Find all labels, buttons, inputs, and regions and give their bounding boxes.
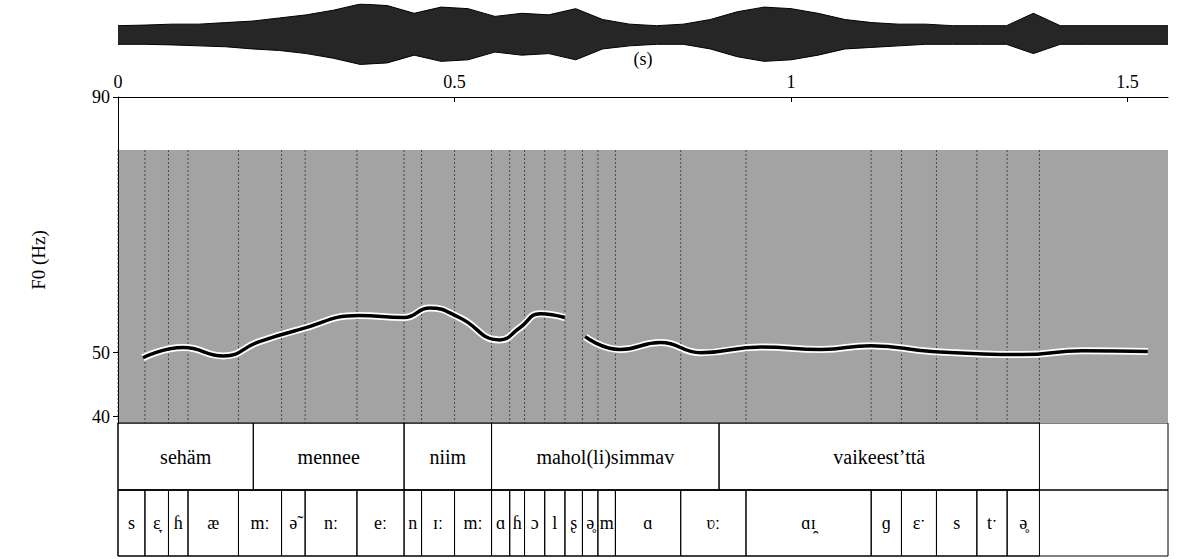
svg-text:niim: niim (429, 446, 466, 468)
svg-text:(s): (s) (634, 49, 653, 70)
svg-text:90: 90 (92, 87, 110, 107)
svg-text:ɑɪ̯: ɑɪ̯ (801, 513, 818, 534)
svg-text:ɦ: ɦ (513, 513, 522, 533)
svg-text:eː: eː (374, 513, 387, 533)
svg-text:mennee: mennee (298, 446, 360, 468)
svg-text:ɛˑ: ɛˑ (913, 513, 926, 533)
svg-text:0.5: 0.5 (443, 72, 466, 92)
svg-text:sehäm: sehäm (160, 446, 212, 468)
svg-text:F0 (Hz): F0 (Hz) (28, 230, 50, 290)
svg-text:1: 1 (787, 72, 796, 92)
svg-text:ʋː: ʋː (707, 513, 720, 533)
svg-text:vaikeest’ttä: vaikeest’ttä (833, 446, 925, 468)
svg-text:ɔ: ɔ (531, 513, 539, 533)
svg-text:s: s (953, 513, 960, 533)
svg-text:ɑ: ɑ (496, 513, 505, 533)
svg-text:ɡ: ɡ (882, 513, 891, 533)
svg-text:m: m (600, 513, 614, 533)
svg-text:40: 40 (92, 407, 110, 427)
svg-text:ɛ̞: ɛ̞ (153, 513, 163, 534)
svg-text:ə̥: ə̥ (586, 513, 596, 533)
svg-text:50: 50 (92, 343, 110, 363)
svg-text:æ: æ (207, 513, 219, 533)
svg-text:tˑ: tˑ (987, 513, 997, 533)
svg-text:ɪː: ɪː (433, 513, 443, 533)
svg-text:0: 0 (114, 72, 123, 92)
svg-text:s: s (128, 513, 135, 533)
svg-text:ʂ: ʂ (570, 513, 577, 533)
svg-text:mː: mː (464, 513, 483, 533)
svg-text:mahol(li)simmav: mahol(li)simmav (536, 446, 674, 469)
svg-text:nː: nː (324, 513, 338, 533)
svg-text:ə̥: ə̥ (1019, 513, 1029, 533)
svg-text:ɑ: ɑ (643, 513, 652, 533)
svg-text:ɦ: ɦ (174, 513, 183, 533)
svg-text:1.5: 1.5 (1116, 72, 1139, 92)
svg-text:n: n (408, 513, 417, 533)
svg-text:l: l (552, 513, 557, 533)
svg-text:ə̃: ə̃ (289, 513, 303, 533)
svg-text:mː: mː (251, 513, 270, 533)
